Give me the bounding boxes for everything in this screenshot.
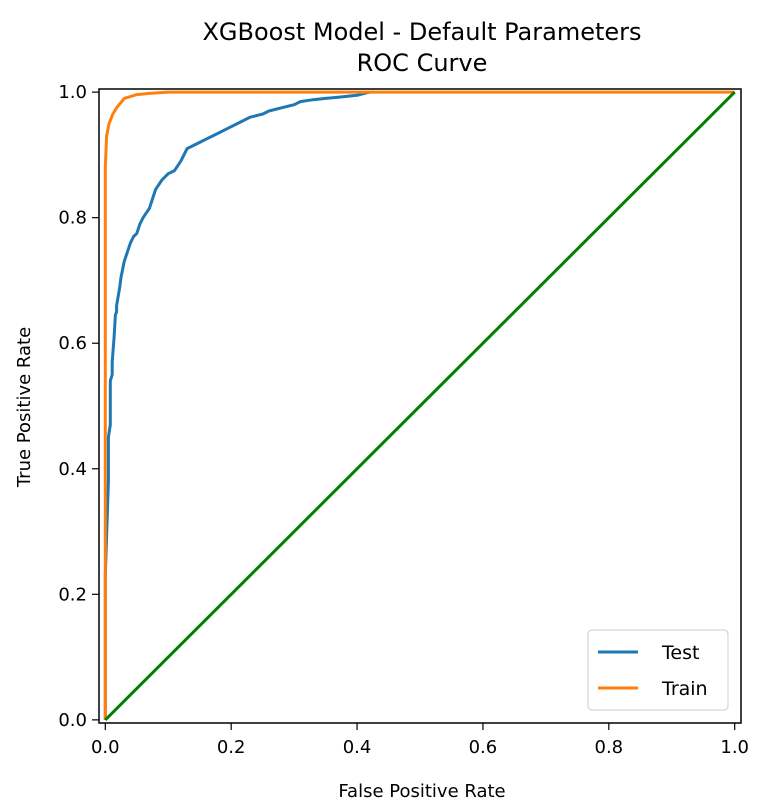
chart-subtitle: ROC Curve bbox=[357, 49, 488, 77]
x-tick-label: 0.0 bbox=[91, 737, 120, 758]
diagonal-line bbox=[104, 91, 736, 721]
train-roc-line bbox=[103, 90, 735, 720]
x-tick-label: 0.4 bbox=[343, 737, 372, 758]
x-tick-label: 1.0 bbox=[720, 737, 749, 758]
y-tick-label: 0.0 bbox=[58, 710, 87, 731]
y-tick-label: 0.4 bbox=[58, 459, 87, 480]
legend-box bbox=[587, 629, 729, 711]
x-tick-label: 0.8 bbox=[595, 737, 624, 758]
legend: Test Train bbox=[587, 629, 729, 711]
y-tick-label: 0.6 bbox=[58, 333, 87, 354]
y-axis-label: True Positive Rate bbox=[14, 327, 35, 488]
plot-frame bbox=[98, 88, 742, 724]
x-tick-label: 0.6 bbox=[469, 737, 498, 758]
legend-label-test: Test bbox=[661, 642, 699, 664]
axis-ticks: 0.0 0.2 0.4 0.6 0.8 1.0 0.0 0.2 0.4 0.6 0.8 1.0 bbox=[58, 82, 749, 758]
y-tick-label: 0.8 bbox=[58, 208, 87, 229]
y-tick-label: 1.0 bbox=[58, 82, 87, 103]
x-tick-label: 0.2 bbox=[217, 737, 246, 758]
test-roc-line bbox=[103, 90, 370, 720]
chart-title: XGBoost Model - Default Parameters bbox=[202, 18, 641, 46]
plot-lines bbox=[103, 90, 736, 721]
x-axis-label: False Positive Rate bbox=[338, 781, 505, 802]
y-tick-label: 0.2 bbox=[58, 584, 87, 605]
legend-label-train: Train bbox=[661, 678, 708, 700]
